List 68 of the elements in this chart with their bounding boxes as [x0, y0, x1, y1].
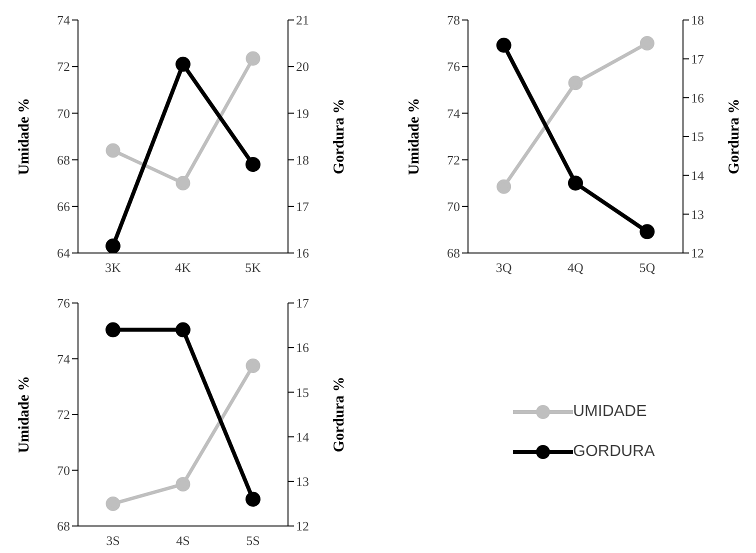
point — [176, 176, 190, 190]
x-tick-label: 3K — [105, 260, 122, 276]
y-tick-label: 74 — [57, 351, 70, 366]
x-tick-label: 3S — [106, 533, 120, 548]
y-tick-label: 68 — [447, 246, 460, 261]
y-tick-label: 74 — [447, 106, 460, 121]
y-axis-title: Umidade % — [406, 98, 422, 176]
x-tick-label: 5K — [245, 260, 262, 276]
point — [496, 38, 512, 53]
y-tick-label: 70 — [57, 462, 70, 478]
y2-tick-label: 21 — [296, 12, 309, 28]
y2-axis-title: Gordura % — [331, 376, 348, 452]
point — [106, 143, 120, 158]
y-tick-label: 70 — [447, 199, 460, 214]
y-axis-title: Umidade % — [16, 376, 32, 454]
y2-tick-label: 18 — [296, 152, 309, 168]
y2-tick-label: 12 — [691, 246, 704, 261]
y2-axis-title: Gordura % — [726, 98, 742, 174]
x-tick-label: 4Q — [568, 260, 584, 276]
y-tick-label: 72 — [447, 152, 460, 168]
point — [176, 476, 190, 492]
y-tick-label: 68 — [57, 152, 70, 168]
y-tick-label: 76 — [57, 296, 70, 311]
y2-tick-label: 16 — [691, 90, 704, 106]
x-tick-label: 4S — [176, 533, 190, 548]
y2-tick-label: 18 — [691, 12, 704, 28]
point — [246, 358, 260, 373]
y2-tick-label: 15 — [691, 129, 704, 144]
y-axis-title: Umidade % — [16, 98, 32, 176]
y-tick-label: 68 — [57, 518, 70, 534]
y-tick-label: 72 — [57, 407, 70, 422]
y2-tick-label: 19 — [296, 106, 309, 121]
y2-tick-label: 14 — [691, 168, 704, 183]
point — [246, 156, 260, 172]
y2-tick-label: 16 — [296, 246, 310, 261]
y-tick-label: 66 — [57, 199, 70, 214]
y2-tick-label: 12 — [296, 518, 309, 534]
point — [176, 56, 190, 72]
point — [640, 36, 654, 51]
point — [246, 51, 260, 66]
y2-tick-label: 13 — [691, 206, 704, 222]
x-tick-label: 5Q — [639, 260, 656, 276]
y2-tick-label: 16 — [296, 340, 310, 356]
y2-axis-title: Gordura % — [331, 98, 348, 174]
y-tick-label: 76 — [447, 59, 460, 74]
y-tick-label: 72 — [57, 59, 70, 74]
point — [568, 176, 583, 191]
point — [106, 238, 120, 253]
y2-tick-label: 15 — [296, 384, 309, 400]
y2-tick-label: 20 — [296, 59, 309, 74]
y2-tick-label: 14 — [296, 429, 310, 444]
legend-label: UMIDADE — [573, 403, 647, 421]
y2-tick-label: 13 — [296, 474, 309, 490]
x-tick-label: 5S — [246, 533, 260, 548]
point — [106, 496, 120, 511]
y2-tick-label: 17 — [296, 199, 310, 214]
point — [568, 76, 583, 90]
y-tick-label: 64 — [57, 246, 70, 261]
legend-label: GORDURA — [573, 443, 655, 461]
y2-tick-label: 17 — [691, 51, 704, 66]
y2-tick-label: 17 — [296, 296, 310, 311]
x-tick-label: 4K — [175, 260, 192, 276]
point — [496, 179, 512, 194]
y-tick-label: 74 — [57, 12, 70, 28]
x-tick-label: 3Q — [496, 260, 512, 276]
y-tick-label: 70 — [57, 106, 70, 121]
point — [640, 224, 655, 240]
y-tick-label: 78 — [447, 12, 460, 28]
